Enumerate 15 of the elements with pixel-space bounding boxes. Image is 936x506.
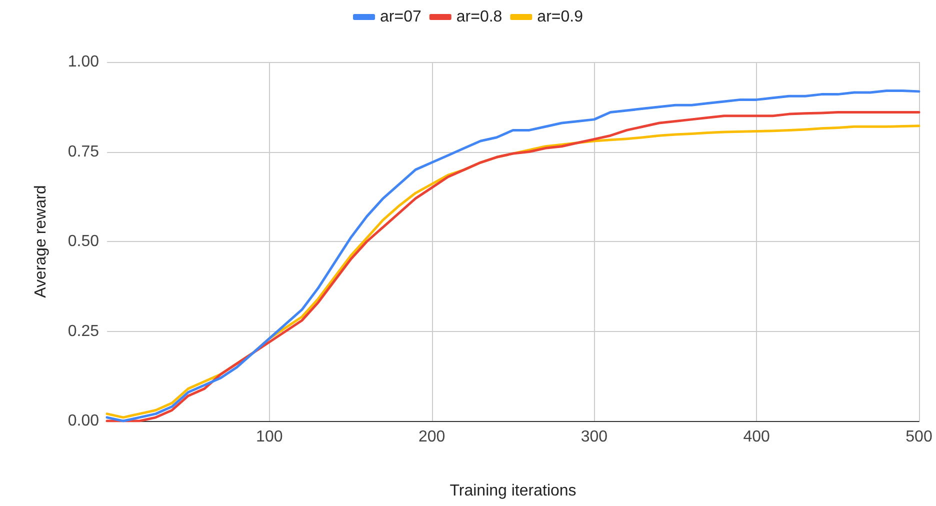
legend-label: ar=0.8	[456, 8, 502, 26]
y-tick-label: 0.50	[68, 233, 100, 250]
legend-label: ar=07	[380, 8, 422, 26]
x-tick-label: 400	[743, 428, 770, 446]
x-tick-label: 200	[418, 428, 446, 446]
x-tick-label: 500	[906, 428, 932, 446]
y-tick-label: 0.75	[68, 143, 100, 160]
y-axis-title: Average reward	[32, 185, 50, 298]
y-tick-label: 1.00	[68, 54, 100, 70]
y-tick-label: 0.25	[68, 322, 100, 340]
x-tick-label: 300	[580, 428, 608, 446]
legend-label: ar=0.9	[537, 8, 584, 26]
y-tick-label: 0.00	[68, 412, 100, 430]
x-axis-title: Training iterations	[450, 482, 576, 500]
x-tick-label: 100	[256, 428, 283, 446]
